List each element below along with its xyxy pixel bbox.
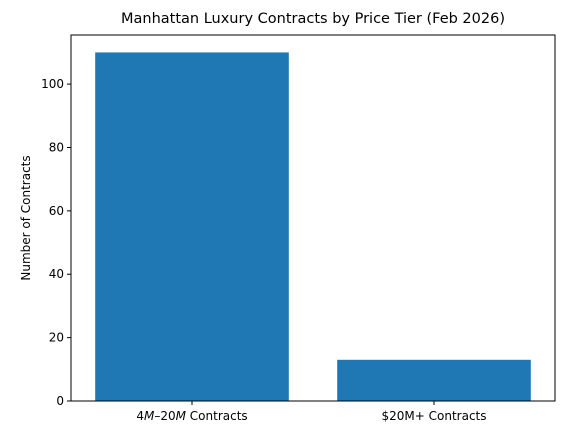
x-tick-label-1: $20M+ Contracts — [382, 409, 487, 423]
y-tick-label-0: 0 — [56, 394, 64, 408]
plot-frame — [70, 34, 556, 402]
x-axis: 4M–20M Contracts $20M+ Contracts — [136, 401, 487, 423]
y-tick-label-2: 40 — [49, 267, 64, 281]
x-tick-label-0: 4M–20M Contracts — [136, 409, 247, 423]
y-tick-label-3: 60 — [49, 204, 64, 218]
bars-group — [95, 52, 531, 402]
bar-1 — [337, 359, 531, 401]
y-axis-label: Number of Contracts — [19, 155, 33, 280]
chart-title: Manhattan Luxury Contracts by Price Tier… — [121, 11, 505, 27]
bar-0 — [95, 52, 289, 402]
y-axis: 0 20 40 60 80 100 — [41, 77, 71, 408]
y-tick-label-4: 80 — [49, 140, 64, 154]
y-tick-label-5: 100 — [41, 77, 64, 91]
y-tick-label-1: 20 — [49, 331, 64, 345]
